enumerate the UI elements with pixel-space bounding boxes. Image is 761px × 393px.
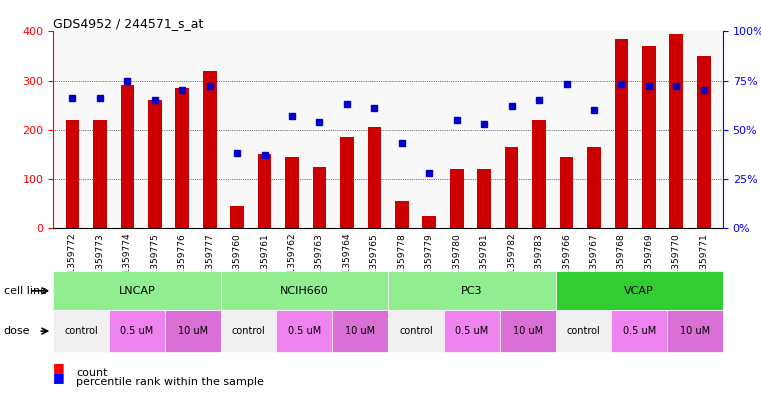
Text: 10 uM: 10 uM: [178, 326, 208, 336]
Text: control: control: [399, 326, 433, 336]
Bar: [642, 46, 656, 228]
Text: dose: dose: [4, 326, 30, 336]
Text: VCAP: VCAP: [624, 286, 654, 296]
Bar: [120, 86, 134, 228]
Bar: [450, 169, 463, 228]
Text: count: count: [76, 367, 107, 378]
Text: control: control: [64, 326, 98, 336]
Text: control: control: [566, 326, 600, 336]
Text: ■: ■: [53, 362, 65, 375]
Bar: [615, 39, 629, 228]
Bar: [395, 201, 409, 228]
Bar: [477, 169, 491, 228]
Bar: [587, 147, 601, 228]
Bar: [203, 71, 217, 228]
Text: 10 uM: 10 uM: [680, 326, 710, 336]
Text: GDS4952 / 244571_s_at: GDS4952 / 244571_s_at: [53, 17, 204, 30]
Text: 10 uM: 10 uM: [513, 326, 543, 336]
Bar: [231, 206, 244, 228]
Bar: [670, 34, 683, 228]
Bar: [422, 216, 436, 228]
Bar: [559, 157, 573, 228]
Text: cell line: cell line: [4, 286, 47, 296]
Bar: [505, 147, 518, 228]
Text: 0.5 uM: 0.5 uM: [288, 326, 321, 336]
Text: 0.5 uM: 0.5 uM: [120, 326, 154, 336]
Text: NCIH660: NCIH660: [280, 286, 329, 296]
Bar: [285, 157, 299, 228]
Bar: [368, 127, 381, 228]
Bar: [148, 100, 161, 228]
Text: 0.5 uM: 0.5 uM: [455, 326, 489, 336]
Text: ■: ■: [53, 371, 65, 384]
Text: percentile rank within the sample: percentile rank within the sample: [76, 377, 264, 387]
Bar: [313, 167, 326, 228]
Text: control: control: [231, 326, 266, 336]
Bar: [340, 137, 354, 228]
Text: 10 uM: 10 uM: [345, 326, 375, 336]
Bar: [65, 120, 79, 228]
Text: 0.5 uM: 0.5 uM: [622, 326, 656, 336]
Bar: [697, 56, 711, 228]
Text: LNCAP: LNCAP: [119, 286, 155, 296]
Text: PC3: PC3: [461, 286, 482, 296]
Bar: [258, 154, 272, 228]
Bar: [93, 120, 107, 228]
Bar: [175, 88, 189, 228]
Bar: [532, 120, 546, 228]
